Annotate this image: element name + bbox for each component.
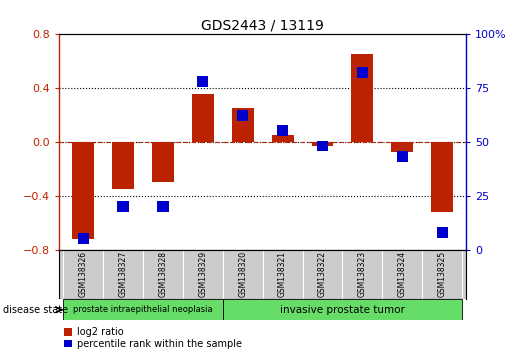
Text: GSM138325: GSM138325	[438, 251, 447, 297]
Bar	[192, 95, 214, 142]
Bar	[78, 233, 89, 244]
Text: GSM138320: GSM138320	[238, 251, 247, 297]
Bar	[197, 76, 209, 86]
Text: prostate intraepithelial neoplasia: prostate intraepithelial neoplasia	[73, 305, 213, 314]
Bar	[271, 135, 294, 142]
Text: GSM138329: GSM138329	[198, 251, 208, 297]
Bar	[63, 299, 223, 320]
Bar	[391, 142, 413, 153]
Text: GSM138321: GSM138321	[278, 251, 287, 297]
Text: GSM138324: GSM138324	[398, 251, 407, 297]
Text: GSM138327: GSM138327	[118, 251, 128, 297]
Bar	[232, 108, 254, 142]
Text: GSM138323: GSM138323	[358, 251, 367, 297]
Bar	[223, 299, 462, 320]
Text: GSM138322: GSM138322	[318, 251, 327, 297]
Text: invasive prostate tumor: invasive prostate tumor	[280, 305, 405, 315]
Legend: log2 ratio, percentile rank within the sample: log2 ratio, percentile rank within the s…	[64, 327, 242, 349]
Bar	[158, 201, 168, 212]
Title: GDS2443 / 13119: GDS2443 / 13119	[201, 18, 324, 33]
Text: GSM138326: GSM138326	[79, 251, 88, 297]
Bar	[437, 227, 448, 238]
Bar	[72, 142, 94, 239]
Bar	[431, 142, 453, 212]
Bar	[312, 142, 333, 145]
Text: disease state: disease state	[3, 305, 67, 315]
Bar	[237, 110, 248, 121]
Text: GSM138328: GSM138328	[159, 251, 167, 297]
Bar	[317, 141, 328, 151]
Bar	[351, 54, 373, 142]
Bar	[397, 151, 408, 162]
Bar	[117, 201, 129, 212]
Bar	[277, 125, 288, 136]
Bar	[357, 67, 368, 78]
Bar	[152, 142, 174, 182]
Bar	[112, 142, 134, 189]
